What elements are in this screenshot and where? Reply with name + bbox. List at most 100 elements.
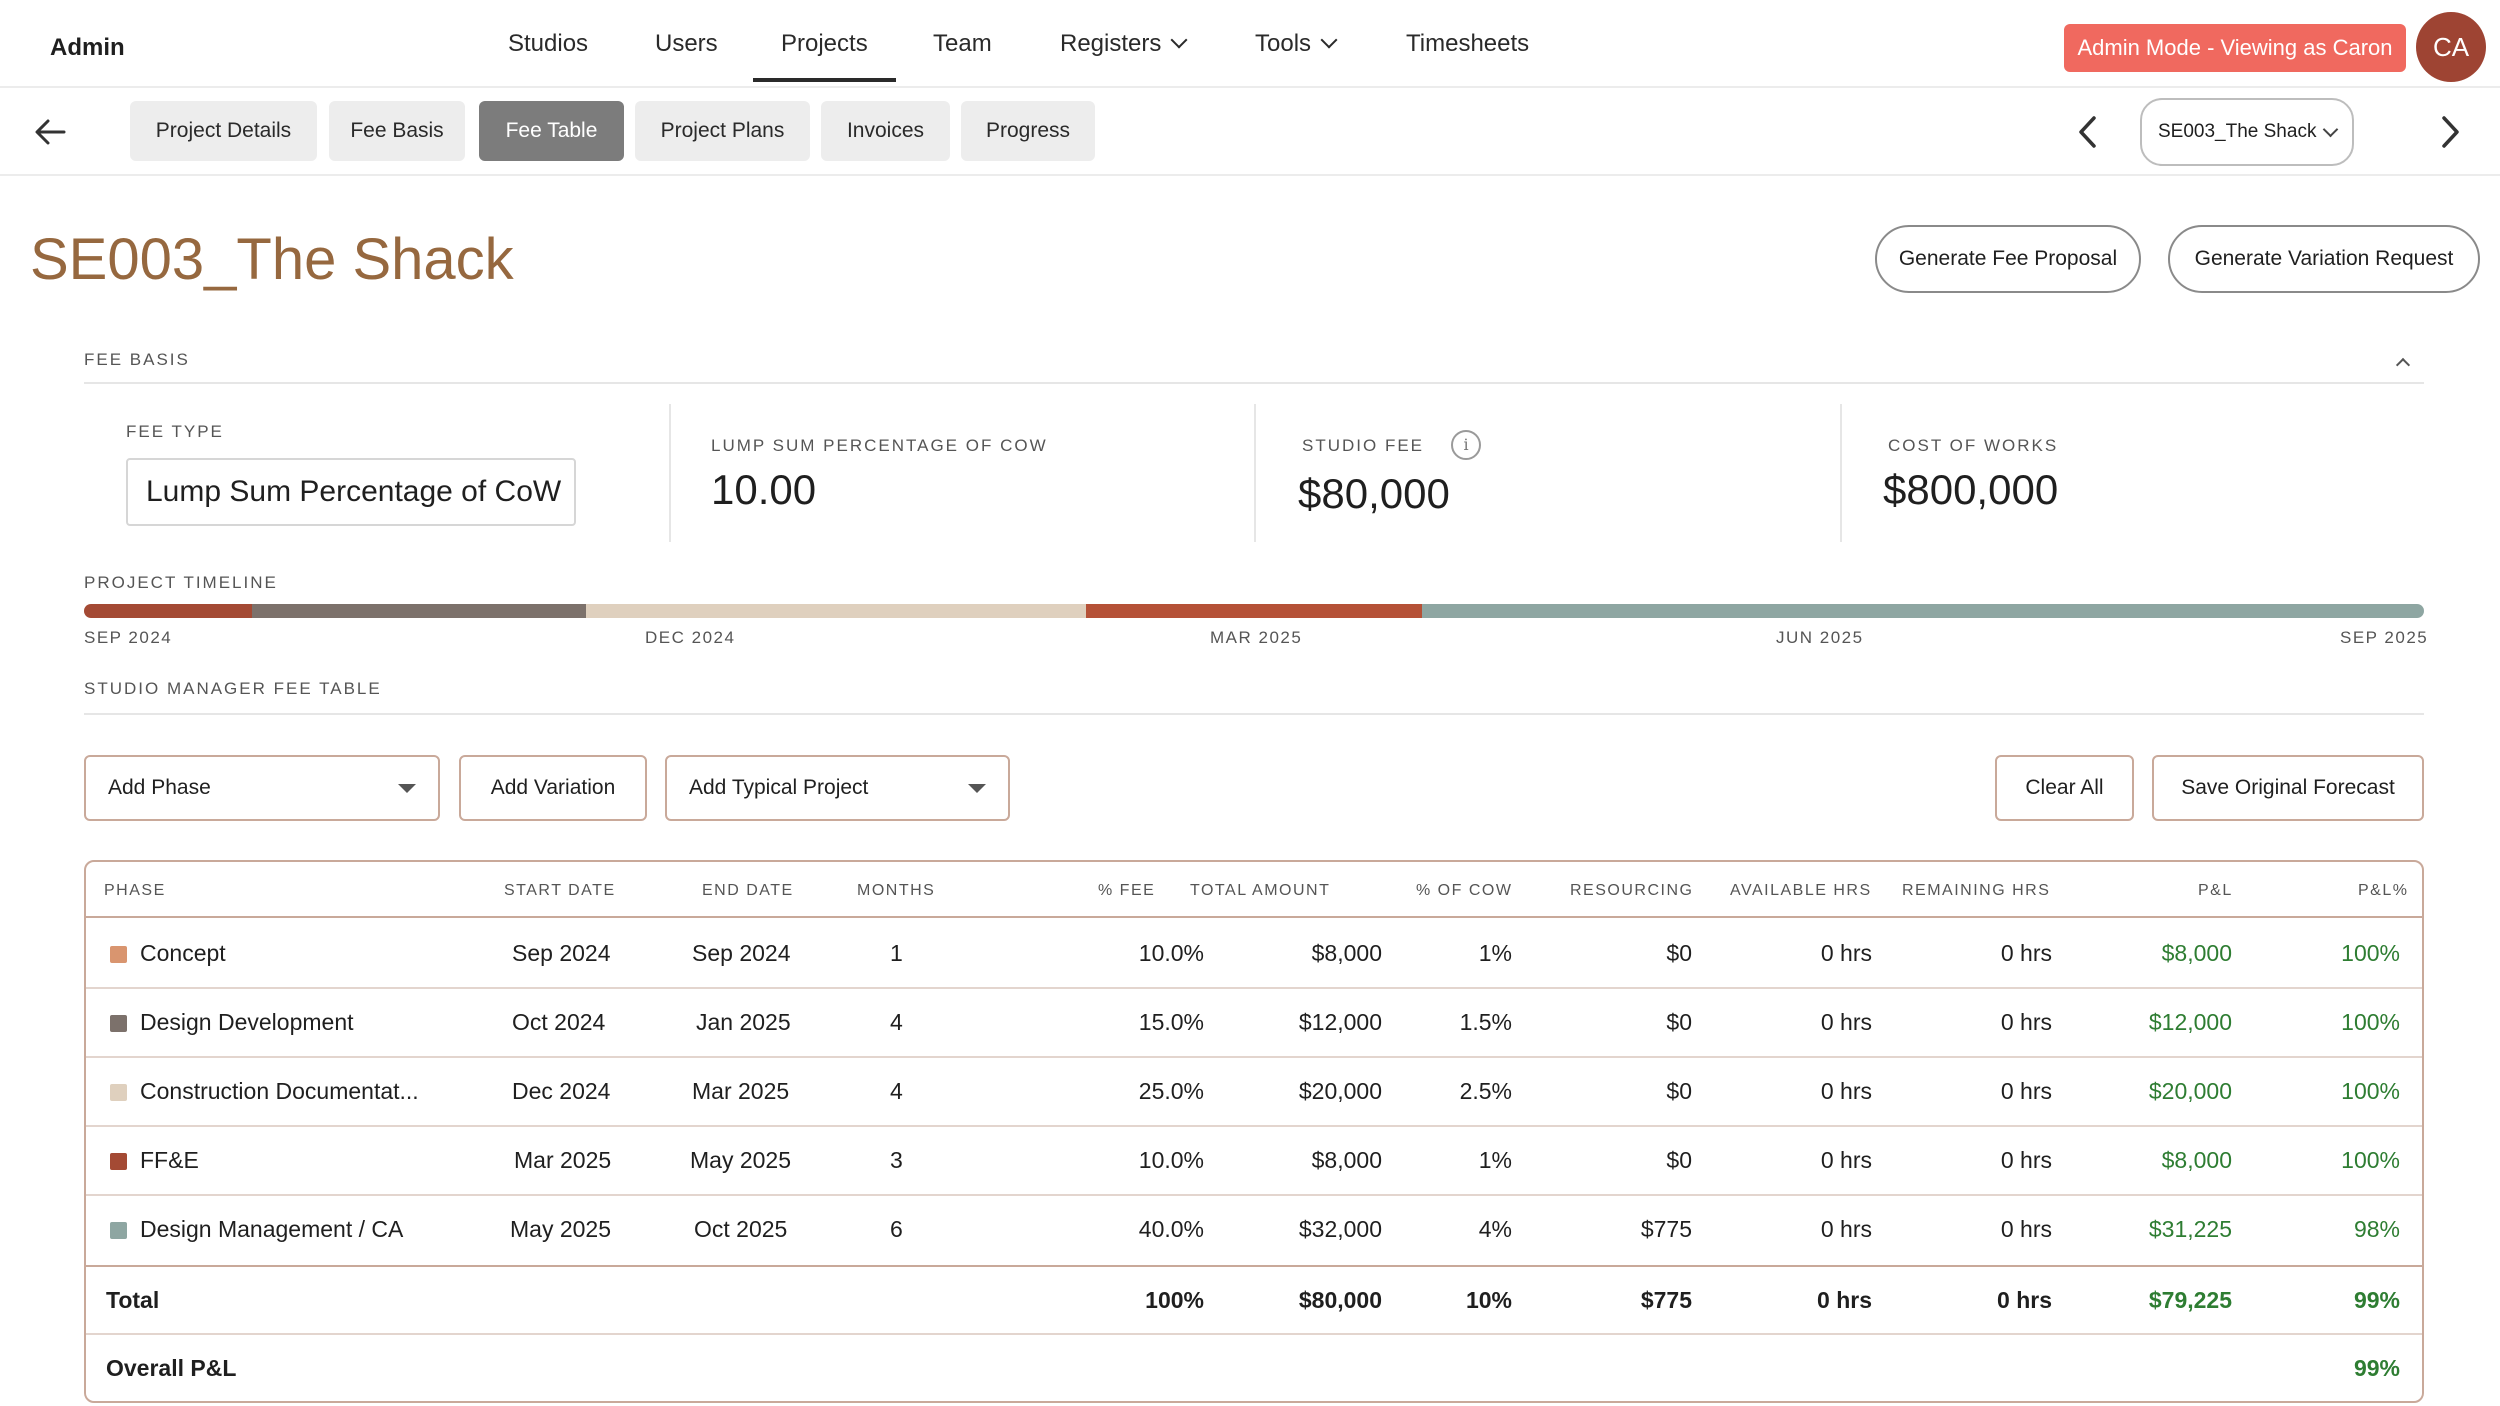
fee-type-label: FEE TYPE bbox=[126, 422, 224, 441]
available-hrs: 0 hrs bbox=[1820, 1147, 1872, 1173]
page-title: SE003_The Shack bbox=[30, 227, 514, 292]
table-row[interactable]: Design Development Oct 2024 Jan 2025 4 1… bbox=[86, 989, 2422, 1058]
tab-project-details[interactable]: Project Details bbox=[130, 101, 317, 161]
studio-fee-label: STUDIO FEE bbox=[1302, 436, 1425, 455]
chevron-down-icon bbox=[1170, 31, 1188, 49]
header-total-amount: TOTAL AMOUNT bbox=[1190, 882, 1331, 899]
tab-progress[interactable]: Progress bbox=[961, 101, 1095, 161]
resourcing: $775 bbox=[1640, 1216, 1692, 1242]
chevron-up-icon[interactable] bbox=[2395, 357, 2411, 373]
timeline-segment-construction-documentation[interactable] bbox=[586, 604, 1088, 618]
add-variation-button[interactable]: Add Variation bbox=[459, 755, 647, 821]
cow-pct: 1% bbox=[1478, 940, 1512, 966]
phase-color-swatch bbox=[110, 1153, 127, 1170]
timeline-segment-ffe[interactable] bbox=[1086, 604, 1424, 618]
overall-pl-label: Overall P&L bbox=[106, 1355, 237, 1381]
table-row[interactable]: FF&E Mar 2025 May 2025 3 10.0% $8,000 1%… bbox=[86, 1127, 2422, 1196]
table-row[interactable]: Construction Documentat... Dec 2024 Mar … bbox=[86, 1058, 2422, 1127]
total-label: Total bbox=[106, 1287, 160, 1313]
cow-pct: 2.5% bbox=[1459, 1078, 1512, 1104]
cost-of-works-label: COST OF WORKS bbox=[1888, 436, 2059, 455]
lump-sum-percentage-value: 10.00 bbox=[711, 466, 817, 513]
fee-type-input[interactable] bbox=[126, 458, 576, 526]
caret-down-icon bbox=[398, 784, 416, 793]
timeline-label: SEP 2025 bbox=[2340, 628, 2429, 647]
clear-all-button[interactable]: Clear All bbox=[1995, 755, 2134, 821]
pl: $12,000 bbox=[2148, 1009, 2232, 1035]
fee-pct: 10.0% bbox=[1138, 1147, 1204, 1173]
add-typical-project-dropdown[interactable]: Add Typical Project bbox=[665, 755, 1010, 821]
top-nav: Admin Studios Users Projects Team Regist… bbox=[0, 0, 2500, 88]
fee-basis-section-label: FEE BASIS bbox=[84, 350, 190, 369]
phase-color-swatch bbox=[110, 1084, 127, 1101]
timeline-segment-concept[interactable] bbox=[84, 604, 254, 618]
start-date: May 2025 bbox=[510, 1216, 612, 1242]
header-cow-pct: % OF COW bbox=[1416, 882, 1513, 899]
total-pl-pct: 99% bbox=[2353, 1287, 2400, 1313]
total-amount: $12,000 bbox=[1298, 1009, 1382, 1035]
nav-registers-label: Registers bbox=[1060, 30, 1162, 57]
generate-fee-proposal-button[interactable]: Generate Fee Proposal bbox=[1875, 225, 2141, 293]
phase-color-swatch bbox=[110, 1222, 127, 1239]
end-date: Oct 2025 bbox=[694, 1216, 788, 1242]
studio-fee-value: $80,000 bbox=[1298, 470, 1450, 517]
fee-pct: 40.0% bbox=[1138, 1216, 1204, 1242]
pl-pct: 100% bbox=[2341, 1147, 2400, 1173]
timeline-segment-design-development[interactable] bbox=[252, 604, 588, 618]
project-select[interactable]: SE003_The Shack bbox=[2140, 98, 2354, 166]
save-original-forecast-button[interactable]: Save Original Forecast bbox=[2152, 755, 2424, 821]
tab-invoices[interactable]: Invoices bbox=[821, 101, 950, 161]
available-hrs: 0 hrs bbox=[1820, 940, 1872, 966]
phase-name: Construction Documentat... bbox=[140, 1078, 419, 1104]
divider bbox=[84, 713, 2424, 715]
months: 3 bbox=[890, 1147, 903, 1173]
nav-team[interactable]: Team bbox=[933, 30, 992, 57]
header-end-date: END DATE bbox=[702, 882, 794, 899]
timeline-label: DEC 2024 bbox=[645, 628, 736, 647]
back-arrow-icon[interactable] bbox=[30, 112, 70, 152]
nav-studios[interactable]: Studios bbox=[508, 30, 589, 57]
nav-registers[interactable]: Registers bbox=[1060, 30, 1188, 58]
pl: $20,000 bbox=[2148, 1078, 2232, 1104]
table-header: PHASE START DATE END DATE MONTHS % FEE T… bbox=[86, 862, 2422, 918]
start-date: Oct 2024 bbox=[512, 1009, 606, 1035]
start-date: Mar 2025 bbox=[514, 1147, 612, 1173]
months: 6 bbox=[890, 1216, 903, 1242]
end-date: Sep 2024 bbox=[692, 940, 791, 966]
previous-project-icon[interactable] bbox=[2068, 110, 2108, 154]
avatar[interactable]: CA bbox=[2416, 12, 2486, 82]
resourcing: $0 bbox=[1666, 1147, 1692, 1173]
nav-projects[interactable]: Projects bbox=[753, 30, 896, 82]
phase-name: Design Development bbox=[140, 1009, 354, 1035]
nav-tools[interactable]: Tools bbox=[1255, 30, 1338, 58]
phase-name: FF&E bbox=[140, 1147, 199, 1173]
info-icon[interactable]: i bbox=[1451, 430, 1481, 460]
tab-project-plans[interactable]: Project Plans bbox=[635, 101, 810, 161]
nav-users[interactable]: Users bbox=[655, 30, 718, 57]
table-row[interactable]: Design Management / CA May 2025 Oct 2025… bbox=[86, 1196, 2422, 1265]
total-amount: $32,000 bbox=[1298, 1216, 1382, 1242]
brand[interactable]: Admin bbox=[50, 34, 125, 61]
table-row[interactable]: Concept Sep 2024 Sep 2024 1 10.0% $8,000… bbox=[86, 920, 2422, 989]
total-amount: $20,000 bbox=[1298, 1078, 1382, 1104]
add-phase-dropdown[interactable]: Add Phase bbox=[84, 755, 440, 821]
phase-name: Design Management / CA bbox=[140, 1216, 404, 1242]
start-date: Dec 2024 bbox=[512, 1078, 611, 1104]
tab-fee-basis[interactable]: Fee Basis bbox=[329, 101, 465, 161]
tab-fee-table[interactable]: Fee Table bbox=[479, 101, 624, 161]
divider bbox=[84, 382, 2424, 384]
nav-timesheets[interactable]: Timesheets bbox=[1406, 30, 1530, 57]
header-start-date: START DATE bbox=[504, 882, 616, 899]
generate-variation-request-button[interactable]: Generate Variation Request bbox=[2168, 225, 2480, 293]
total-amount: $8,000 bbox=[1311, 940, 1382, 966]
start-date: Sep 2024 bbox=[512, 940, 611, 966]
remaining-hrs: 0 hrs bbox=[2000, 1147, 2052, 1173]
project-select-value: SE003_The Shack bbox=[2158, 121, 2317, 142]
total-amount: $8,000 bbox=[1311, 1147, 1382, 1173]
cow-pct: 1.5% bbox=[1459, 1009, 1512, 1035]
timeline-segment-design-management[interactable] bbox=[1422, 604, 2424, 618]
next-project-icon[interactable] bbox=[2430, 110, 2470, 154]
admin-mode-badge[interactable]: Admin Mode - Viewing as Caron bbox=[2064, 24, 2406, 72]
pl-pct: 100% bbox=[2341, 1078, 2400, 1104]
cow-pct: 1% bbox=[1478, 1147, 1512, 1173]
